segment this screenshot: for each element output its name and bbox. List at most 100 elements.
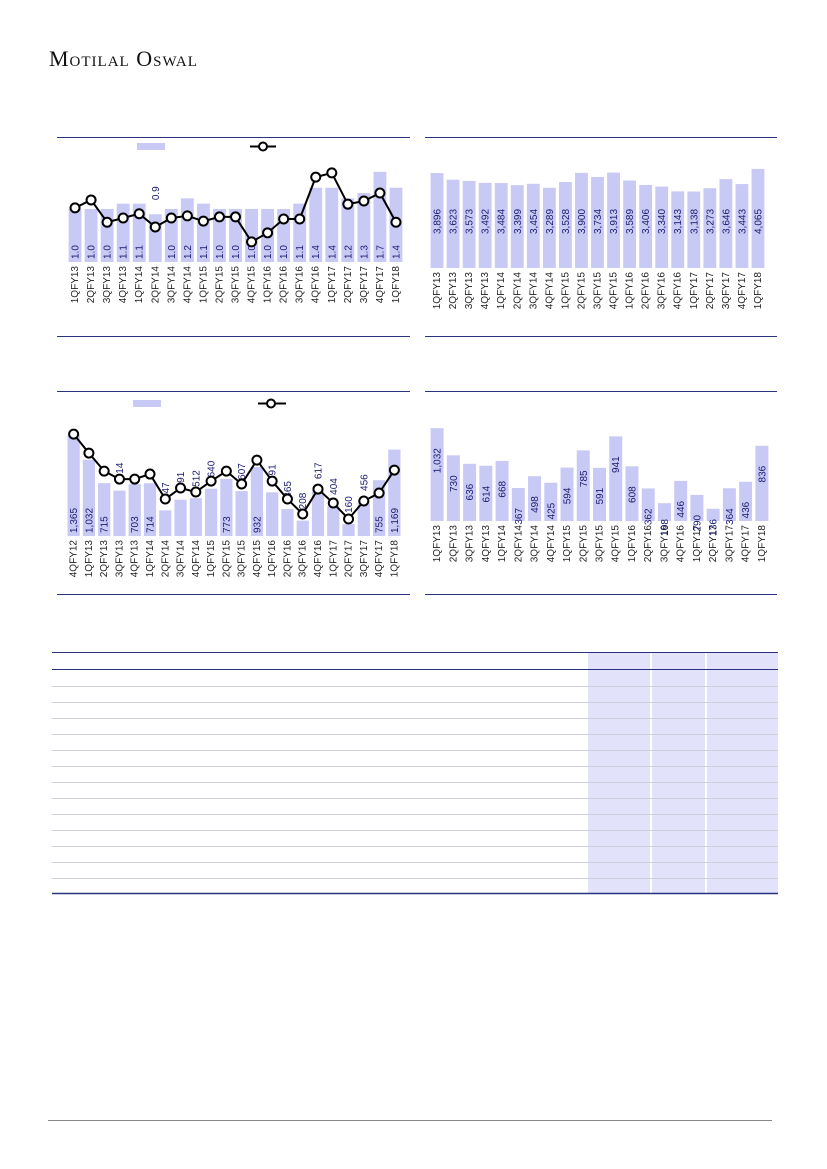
value-label: 1.2 <box>183 245 194 259</box>
bar <box>576 450 590 521</box>
x-tick-label: 2QFY17 <box>705 272 716 310</box>
x-tick-label: 3QFY14 <box>166 266 177 304</box>
bar <box>607 172 620 268</box>
x-tick-label: 4QFY15 <box>609 272 620 310</box>
value-label: 1.0 <box>247 245 258 259</box>
value-label: 498 <box>530 496 541 513</box>
bar <box>67 435 80 536</box>
line-marker <box>281 493 293 505</box>
value-label: 160 <box>344 496 355 513</box>
value-label: 785 <box>579 470 590 487</box>
bar <box>735 184 749 268</box>
bar <box>739 481 753 521</box>
value-label: 1.0 <box>103 245 114 259</box>
x-tick-label: 4QFY17 <box>737 272 748 310</box>
brand: Motilal Oswal <box>49 46 198 71</box>
value-label: 755 <box>375 516 386 533</box>
x-tick-label: 2QFY13 <box>99 540 110 578</box>
line-marker <box>310 171 322 183</box>
x-tick-label: 3QFY15 <box>231 266 242 304</box>
line-marker <box>327 497 339 509</box>
bar <box>639 184 653 268</box>
bar <box>463 463 477 521</box>
line-marker <box>297 508 309 520</box>
bar <box>542 187 556 268</box>
value-label: 1.1 <box>199 245 210 259</box>
x-tick-label: 3QFY15 <box>595 525 606 563</box>
x-tick-label: 2QFY16 <box>279 266 290 304</box>
x-tick-label: 2QFY14 <box>513 525 524 563</box>
bar <box>544 482 558 521</box>
value-label: 836 <box>757 465 768 482</box>
value-label: 932 <box>252 516 263 533</box>
bar <box>591 176 604 268</box>
line-marker <box>175 482 187 494</box>
x-tick-label: 4QFY17 <box>374 540 385 578</box>
x-tick-label: 2QFY17 <box>708 525 719 563</box>
value-label: 347 <box>161 482 172 499</box>
line-marker <box>129 473 141 485</box>
line-marker <box>246 236 258 248</box>
value-label: 591 <box>595 487 606 504</box>
value-label: 941 <box>611 456 622 473</box>
value-label: 3,273 <box>705 209 716 234</box>
value-label: 636 <box>465 483 476 500</box>
x-tick-label: 4QFY13 <box>481 525 492 563</box>
value-label: 3,484 <box>497 209 508 234</box>
bar <box>657 503 671 521</box>
bar <box>68 208 82 262</box>
line-marker <box>312 483 324 495</box>
x-tick-label: 4QFY16 <box>311 266 322 304</box>
frames <box>57 137 777 595</box>
value-label: 1.1 <box>135 245 146 259</box>
bar <box>357 193 371 262</box>
x-tick-label: 1QFY14 <box>134 266 145 304</box>
value-label: 3,399 <box>513 209 524 234</box>
bar <box>751 168 765 268</box>
line-marker <box>213 211 225 223</box>
value-label: 1.4 <box>311 245 322 259</box>
x-tick-label: 4QFY15 <box>611 525 622 563</box>
x-tick-label: 3QFY13 <box>464 272 475 310</box>
table <box>52 652 778 895</box>
x-tick-label: 3QFY13 <box>102 266 113 304</box>
bar <box>478 182 492 268</box>
x-tick-label: 1QFY14 <box>496 272 507 310</box>
bar <box>479 465 493 521</box>
bar <box>309 187 323 262</box>
bar <box>98 483 111 536</box>
line <box>72 433 396 521</box>
bar <box>84 208 98 262</box>
x-tick-label: 1QFY13 <box>432 272 443 310</box>
x-tick-label: 4QFY14 <box>544 272 555 310</box>
value-label: 3,896 <box>433 209 444 234</box>
line-marker <box>236 478 248 490</box>
value-label: 3,734 <box>593 209 604 234</box>
bar <box>625 466 639 521</box>
bar <box>430 173 444 268</box>
x-tick-label: 4QFY16 <box>313 540 324 578</box>
line-marker <box>101 216 113 228</box>
value-label: 3,528 <box>561 209 572 234</box>
bar <box>593 467 606 521</box>
x-tick-label: 1QFY17 <box>328 540 339 578</box>
bar <box>220 478 233 536</box>
value-label: 3,900 <box>577 209 588 234</box>
bar <box>325 187 339 262</box>
bar <box>655 186 669 268</box>
value-label: 3,406 <box>641 209 652 234</box>
value-label: 364 <box>725 508 736 525</box>
bar <box>558 181 572 268</box>
value-label: 668 <box>498 480 509 497</box>
x-tick-label: 3QFY17 <box>721 272 732 310</box>
x-tick-label: 2QFY13 <box>448 525 459 563</box>
line-marker <box>278 213 290 225</box>
line-marker <box>373 487 385 499</box>
x-tick-label: 1QFY13 <box>432 525 443 563</box>
value-label: 3,623 <box>449 209 460 234</box>
bar <box>245 208 258 262</box>
bar <box>143 483 157 536</box>
line-marker <box>117 212 129 224</box>
x-tick-label: 4QFY16 <box>676 525 687 563</box>
x-tick-label: 3QFY16 <box>659 525 670 563</box>
